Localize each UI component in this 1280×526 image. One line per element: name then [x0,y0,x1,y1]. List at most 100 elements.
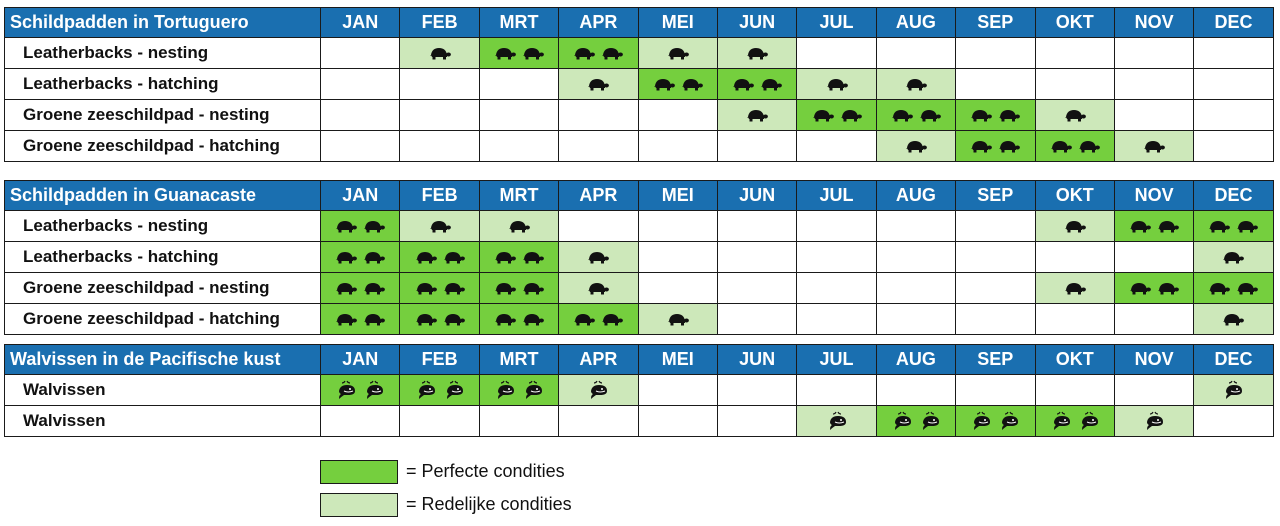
month-cell-empty [1194,100,1274,131]
month-cell-perfect [479,375,560,406]
whale-icon [998,411,1020,431]
table-header-row: Schildpadden in Tortuguero JAN FEB MRT APR ME… [4,7,1274,38]
month-header: APR [559,344,639,375]
month-cell-empty [321,38,401,69]
month-header: JUN [717,180,798,211]
month-cell-empty [717,375,798,406]
row-label: Leatherbacks - nesting [4,38,321,69]
table-header-row: Walvissen in de Pacifische kust JAN FEB MRT… [4,344,1274,375]
turtle-icon [1050,139,1072,153]
turtle-icon [905,139,927,153]
month-header: DEC [1194,7,1274,38]
month-cell-perfect [321,211,401,242]
legend-label-perfect: = Perfecte condities [406,461,565,481]
month-header: SEP [956,7,1036,38]
month-header: JAN [321,344,401,375]
turtle-icon [494,281,516,295]
month-cell-empty [1114,375,1195,406]
month-header: OKT [1035,7,1115,38]
turtle-icon [443,250,465,264]
whale-icon [1222,380,1244,400]
month-cell-empty [321,100,401,131]
whale-icon [1143,411,1165,431]
month-header: AUG [876,7,957,38]
month-header: AUG [876,180,957,211]
row-label: Groene zeeschildpad - nesting [4,100,321,131]
turtle-icon [998,108,1021,122]
turtle-icon [601,312,624,326]
turtle-icon [1129,281,1151,295]
turtle-icon [1208,281,1231,295]
month-cell-empty [717,211,798,242]
month-cell-perfect [321,242,401,273]
month-cell-empty [400,406,480,437]
turtle-icon [415,250,437,264]
month-cell-perfect [1194,211,1274,242]
whale-icon [1050,411,1072,431]
month-cell-perfect [559,304,639,335]
turtle-icon [522,46,544,60]
turtle-icon [508,219,530,233]
turtle-icon [970,108,993,122]
table-title: Schildpadden in Guanacaste [4,180,321,211]
month-header: MEI [638,344,718,375]
turtle-icon [363,250,386,264]
row-label: Groene zeeschildpad - hatching [4,304,321,335]
month-header: JUL [797,180,877,211]
turtle-icon [335,312,358,326]
month-cell-empty [400,131,480,162]
row-label: Leatherbacks - hatching [4,69,321,100]
row-label: Groene zeeschildpad - hatching [4,131,321,162]
month-cell-empty [876,375,957,406]
month-header: SEP [956,180,1036,211]
turtle-icon [905,77,927,91]
month-cell-empty [638,100,718,131]
month-cell-perfect [638,69,718,100]
month-cell-perfect [956,406,1036,437]
turtle-icon [760,77,783,91]
whale-icon [587,380,609,400]
month-cell-empty [956,242,1036,273]
month-cell-empty [1035,69,1115,100]
turtle-icon [919,108,941,122]
turtle-icon [573,46,596,60]
month-cell-empty [797,131,877,162]
table-2: Schildpadden in Guanacaste JAN FEB MRT APR ME… [4,180,1274,335]
month-cell-empty [321,131,401,162]
month-header: DEC [1194,344,1274,375]
month-cell-empty [400,69,480,100]
whale-icon [522,380,544,400]
month-cell-empty [559,131,639,162]
month-cell-perfect [479,304,560,335]
whale-icon [494,380,516,400]
turtle-icon [840,108,862,122]
month-cell-reasonable [797,406,877,437]
turtle-icon [363,281,386,295]
turtle-icon [1143,139,1165,153]
month-cell-perfect [1114,211,1195,242]
month-header: AUG [876,344,957,375]
table-row: Groene zeeschildpad - nesting [4,273,1274,304]
month-cell-empty [1035,304,1115,335]
month-cell-empty [1114,304,1195,335]
table-title: Walvissen in de Pacifische kust [4,344,321,375]
month-header: NOV [1114,7,1195,38]
month-cell-perfect [956,131,1036,162]
month-header: APR [559,180,639,211]
turtle-icon [970,139,993,153]
month-cell-perfect [1035,131,1115,162]
month-cell-empty [1035,375,1115,406]
month-cell-reasonable [559,242,639,273]
month-cell-reasonable [876,69,957,100]
month-cell-reasonable [400,38,480,69]
turtle-icon [891,108,913,122]
month-cell-empty [1194,69,1274,100]
month-cell-empty [559,211,639,242]
month-cell-perfect [400,242,480,273]
month-cell-reasonable [717,38,798,69]
whale-icon [919,411,941,431]
turtle-icon [363,219,386,233]
turtle-icon [415,281,437,295]
turtle-icon [587,281,610,295]
month-cell-empty [876,211,957,242]
